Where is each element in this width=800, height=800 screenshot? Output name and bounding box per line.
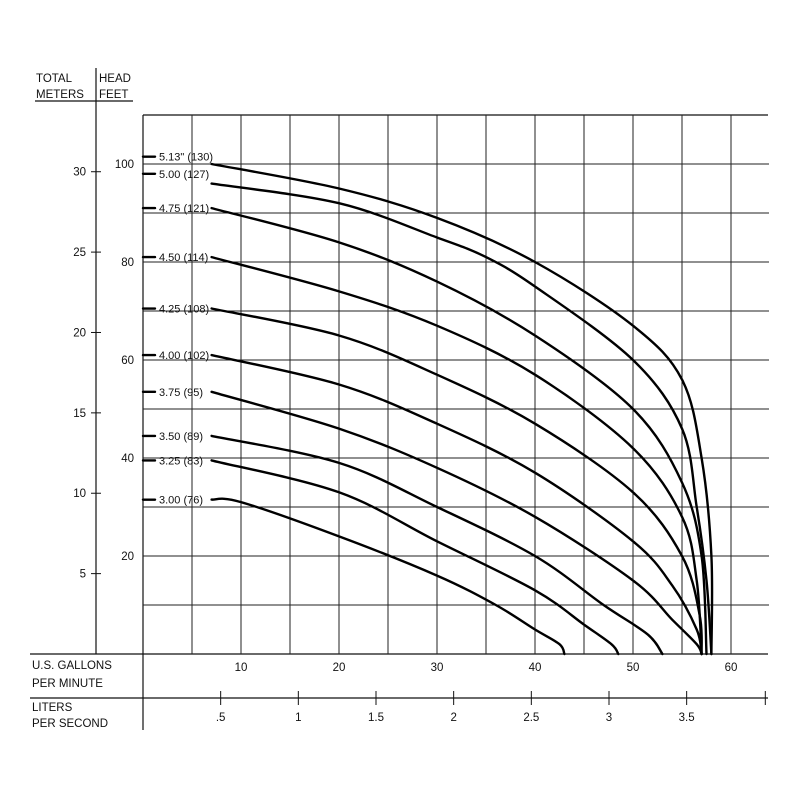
y-meters-tick-label: 10 <box>73 488 86 500</box>
impeller-curve-9 <box>210 497 566 656</box>
series-label: 4.00 (102) <box>159 350 209 362</box>
series-label: 4.25 (108) <box>159 304 209 316</box>
series-curves <box>210 162 714 656</box>
impeller-curve-4 <box>210 307 703 656</box>
impeller-curve-5 <box>210 353 703 656</box>
x-gpm-tick-label: 30 <box>431 662 444 674</box>
x-lps-tick-label: 2 <box>450 712 456 724</box>
impeller-curve-0 <box>210 162 714 656</box>
feet-header-line2: FEET <box>99 89 128 101</box>
impeller-curve-3 <box>210 255 703 656</box>
y-meters-tick-label: 20 <box>73 327 86 339</box>
series-label: 4.75 (121) <box>159 203 209 215</box>
x-gpm-tick-label: 60 <box>725 662 738 674</box>
x-lps-tick-label: 1.5 <box>368 712 384 724</box>
series-label: 5.00 (127) <box>159 169 209 181</box>
grid <box>143 115 769 654</box>
gpm-header-line1: U.S. GALLONS <box>32 660 112 672</box>
x-gpm-tick-label: 10 <box>235 662 248 674</box>
series-label: 3.75 (95) <box>159 387 203 399</box>
y-feet-tick-label: 100 <box>115 159 134 171</box>
y-feet-tick-label: 80 <box>121 257 134 269</box>
x-gpm-tick-label: 50 <box>627 662 640 674</box>
lps-header-line2: PER SECOND <box>32 718 108 730</box>
x-lps-tick-label: .5 <box>216 712 226 724</box>
axes: 10 20 30 40 50 60 20 40 60 80 100 5 10 15 20 25 30 .5 1 1.5… <box>73 159 766 724</box>
x-lps-tick-label: 2.5 <box>523 712 539 724</box>
series-label: 3.50 (89) <box>159 431 203 443</box>
x-gpm-tick-label: 40 <box>529 662 542 674</box>
y-meters-tick-label: 5 <box>80 569 86 581</box>
x-gpm-tick-label: 20 <box>333 662 346 674</box>
meters-header-line1: TOTAL <box>36 73 73 85</box>
impeller-curve-1 <box>210 182 713 656</box>
feet-header-line1: HEAD <box>99 73 131 85</box>
y-meters-tick-label: 15 <box>73 408 86 420</box>
series-label: 3.25 (83) <box>159 455 203 467</box>
x-lps-tick-label: 3.5 <box>679 712 695 724</box>
lps-header-line1: LITERS <box>32 702 73 714</box>
y-feet-tick-label: 20 <box>121 551 134 563</box>
meters-header-line2: METERS <box>36 89 84 101</box>
series-label: 3.00 (76) <box>159 495 203 507</box>
gpm-header-line2: PER MINUTE <box>32 678 103 690</box>
impeller-curve-7 <box>210 434 664 656</box>
impeller-curve-6 <box>210 390 703 656</box>
series-label: 5.13" (130) <box>159 152 213 164</box>
y-meters-tick-label: 25 <box>73 247 86 259</box>
y-meters-tick-label: 30 <box>73 167 86 179</box>
x-lps-tick-label: 1 <box>295 712 301 724</box>
y-feet-tick-label: 60 <box>121 355 134 367</box>
y-feet-tick-label: 40 <box>121 453 134 465</box>
series-labels: 5.13" (130) 5.00 (127) 4.75 (121) 4.50 (114… <box>141 152 213 507</box>
x-lps-tick-label: 3 <box>606 712 612 724</box>
impeller-curve-2 <box>210 206 708 656</box>
impeller-curve-8 <box>210 459 620 656</box>
series-label: 4.50 (114) <box>159 252 208 264</box>
